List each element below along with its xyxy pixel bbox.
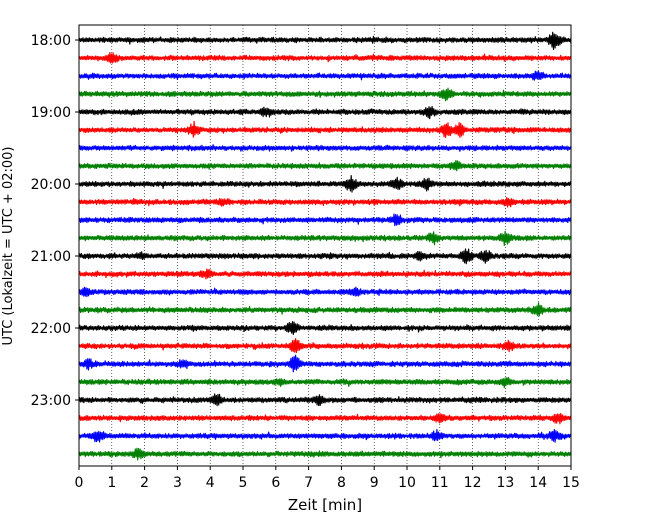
plot-area <box>79 25 571 466</box>
trace-2300 <box>78 393 572 407</box>
trace-1815 <box>78 51 572 64</box>
trace-2100 <box>78 248 572 265</box>
x-tick-label: 6 <box>271 475 280 491</box>
trace-2000 <box>78 175 572 193</box>
y-tick-label: 22:00 <box>31 321 71 337</box>
y-tick-label: 21:00 <box>31 249 71 265</box>
trace-2115 <box>78 268 572 280</box>
x-tick-label: 12 <box>464 475 482 491</box>
trace-2145 <box>78 302 572 317</box>
y-axis-ticks: 18:00 19:00 20:00 21:00 22:00 23:00 <box>31 33 79 409</box>
trace-2215 <box>78 338 572 354</box>
trace-2015 <box>78 197 572 208</box>
x-tick-label: 8 <box>337 475 346 491</box>
x-tick-label: 1 <box>107 475 116 491</box>
trace-1800 <box>78 31 572 51</box>
trace-2345 <box>78 447 572 461</box>
x-tick-label: 11 <box>431 475 449 491</box>
plot-frame <box>78 24 572 467</box>
y-tick-label: 20:00 <box>31 177 71 193</box>
trace-2315 <box>78 412 572 425</box>
trace-1945 <box>78 159 572 172</box>
trace-group <box>78 31 572 461</box>
x-tick-label: 3 <box>173 475 182 491</box>
trace-2330 <box>78 428 572 443</box>
y-tick-label: 19:00 <box>31 105 71 121</box>
trace-2230 <box>78 354 572 373</box>
trace-1900 <box>78 105 572 120</box>
trace-2130 <box>78 286 572 298</box>
trace-2030 <box>78 213 572 227</box>
x-tick-label: 14 <box>529 475 547 491</box>
x-tick-label: 4 <box>206 475 215 491</box>
trace-2245 <box>78 376 572 389</box>
y-tick-label: 18:00 <box>31 33 71 49</box>
trace-1930 <box>78 144 572 152</box>
trace-2200 <box>78 321 572 336</box>
trace-1830 <box>78 70 572 81</box>
trace-2045 <box>78 230 572 246</box>
x-tick-label: 0 <box>75 475 84 491</box>
trace-1915 <box>78 120 572 139</box>
x-tick-label: 7 <box>304 475 313 491</box>
x-tick-label: 15 <box>562 475 580 491</box>
trace-1845 <box>78 87 572 102</box>
y-axis-label: UTC (Lokalzeit = UTC + 02:00) <box>1 147 16 346</box>
x-axis-ticks: 0 1 2 3 4 5 6 7 8 9 10 11 12 13 14 15 <box>75 466 580 491</box>
y-tick-label: 23:00 <box>31 393 71 409</box>
x-axis-label: Zeit [min] <box>288 496 362 514</box>
x-tick-label: 10 <box>398 475 416 491</box>
x-tick-label: 13 <box>496 475 514 491</box>
x-tick-label: 5 <box>239 475 248 491</box>
x-tick-label: 9 <box>370 475 379 491</box>
x-tick-label: 2 <box>140 475 149 491</box>
